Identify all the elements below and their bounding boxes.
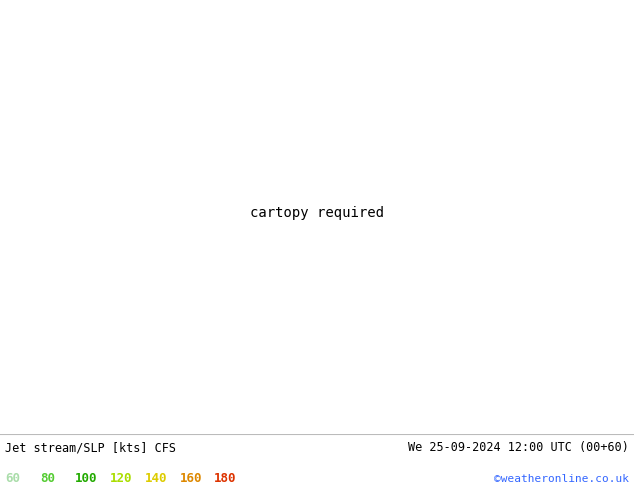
Text: 80: 80	[40, 472, 55, 485]
Text: Jet stream/SLP [kts] CFS: Jet stream/SLP [kts] CFS	[5, 441, 176, 454]
Text: ©weatheronline.co.uk: ©weatheronline.co.uk	[494, 474, 629, 484]
Text: cartopy required: cartopy required	[250, 206, 384, 220]
Text: We 25-09-2024 12:00 UTC (00+60): We 25-09-2024 12:00 UTC (00+60)	[408, 441, 629, 454]
Text: 180: 180	[214, 472, 236, 485]
Text: 60: 60	[5, 472, 20, 485]
Text: 140: 140	[145, 472, 167, 485]
Text: 120: 120	[110, 472, 132, 485]
Text: 100: 100	[75, 472, 97, 485]
Text: 160: 160	[179, 472, 202, 485]
